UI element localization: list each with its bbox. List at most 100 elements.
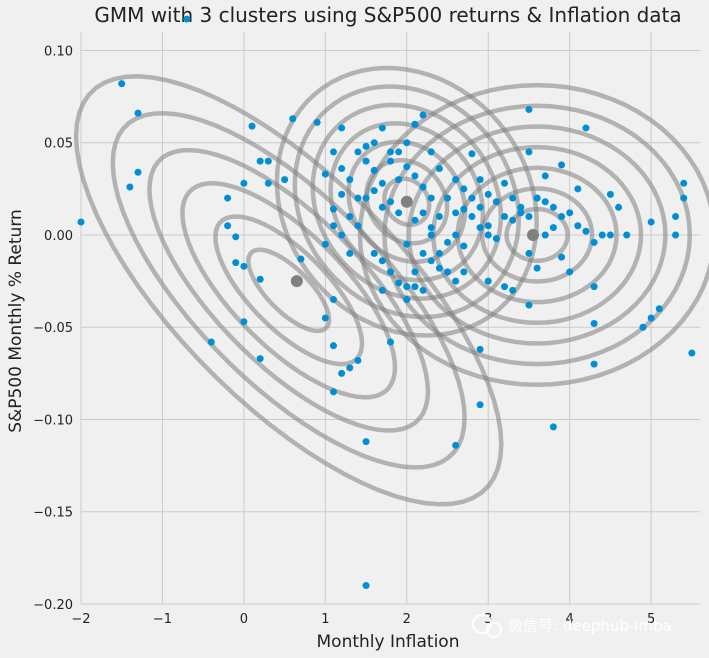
data-point [460, 242, 468, 250]
data-point [476, 345, 484, 353]
data-point [492, 235, 500, 243]
data-point [419, 286, 427, 294]
x-tick-label: −2 [71, 612, 90, 627]
data-point [672, 231, 680, 239]
gmm-contours [73, 65, 709, 507]
data-point [615, 203, 623, 211]
data-point [427, 224, 435, 232]
data-point [525, 301, 533, 309]
data-point [541, 231, 549, 239]
y-tick-label: −0.15 [33, 506, 73, 521]
data-point [240, 262, 248, 270]
data-point [256, 157, 264, 165]
data-point [378, 124, 386, 132]
data-point [362, 582, 370, 590]
data-point [476, 224, 484, 232]
data-point [378, 286, 386, 294]
data-point [346, 213, 354, 221]
data-point [558, 161, 566, 169]
data-point [329, 296, 337, 304]
data-point [549, 423, 557, 431]
data-point [558, 213, 566, 221]
x-tick-label: −1 [153, 612, 172, 627]
data-point [541, 172, 549, 180]
data-point [403, 163, 411, 171]
data-point [338, 231, 346, 239]
contour-line [357, 82, 709, 388]
data-point [452, 209, 460, 217]
data-point [419, 183, 427, 191]
data-point [501, 213, 509, 221]
wechat-icon-small [486, 622, 502, 638]
data-point [395, 279, 403, 287]
watermark: 微信号: deephub-imba [472, 614, 672, 638]
data-point [549, 224, 557, 232]
data-point [655, 305, 663, 313]
data-point [517, 209, 525, 217]
data-point [256, 355, 264, 363]
data-point [240, 318, 248, 326]
axis-ticks: −2 −1 0 1 2 3 4 5 −0.20 −0.15 −0.10 −0.05 0.00 0.05 0.… [33, 44, 655, 627]
data-point [427, 257, 435, 265]
data-point [484, 231, 492, 239]
data-point [134, 168, 142, 176]
y-tick-label: −0.20 [33, 598, 73, 613]
data-point [574, 185, 582, 193]
data-point [509, 286, 517, 294]
data-point [525, 249, 533, 257]
data-point [444, 238, 452, 246]
data-point [476, 203, 484, 211]
contour-line [479, 186, 595, 284]
data-point [329, 205, 337, 213]
data-point [362, 194, 370, 202]
data-point [264, 157, 272, 165]
x-tick-label: 2 [403, 612, 411, 627]
data-point [647, 314, 655, 322]
data-point [501, 283, 509, 291]
data-point [435, 249, 443, 257]
data-point [525, 213, 533, 221]
data-point [183, 15, 191, 23]
data-point [346, 249, 354, 257]
contour-line [73, 74, 504, 507]
data-point [460, 205, 468, 213]
y-tick-label: −0.10 [33, 413, 73, 428]
data-point [378, 257, 386, 265]
data-point [118, 80, 126, 88]
data-point [329, 148, 337, 156]
data-point [688, 349, 696, 357]
data-point [224, 222, 232, 230]
data-point [435, 165, 443, 173]
data-point [525, 105, 533, 113]
data-point [444, 194, 452, 202]
data-point [606, 231, 614, 239]
contour-line [147, 147, 431, 433]
data-point [525, 148, 533, 156]
contour-line [504, 206, 570, 264]
data-point [501, 179, 509, 187]
data-point [370, 187, 378, 195]
x-tick-label: 4 [566, 612, 574, 627]
data-point [77, 218, 85, 226]
data-point [566, 268, 574, 276]
data-point [338, 124, 346, 132]
data-point [427, 148, 435, 156]
contour-line [328, 121, 486, 283]
data-point [395, 148, 403, 156]
data-point [329, 342, 337, 350]
data-point [370, 249, 378, 257]
data-point [232, 259, 240, 267]
data-point [598, 231, 606, 239]
data-point [533, 264, 541, 272]
data-point [256, 275, 264, 283]
data-point [329, 388, 337, 396]
data-point [672, 213, 680, 221]
data-point [224, 194, 232, 202]
data-point [566, 209, 574, 217]
data-point [354, 222, 362, 230]
data-point [387, 157, 394, 165]
data-point [354, 356, 362, 364]
data-point [346, 364, 354, 372]
data-point [232, 233, 240, 241]
data-point [574, 222, 582, 230]
